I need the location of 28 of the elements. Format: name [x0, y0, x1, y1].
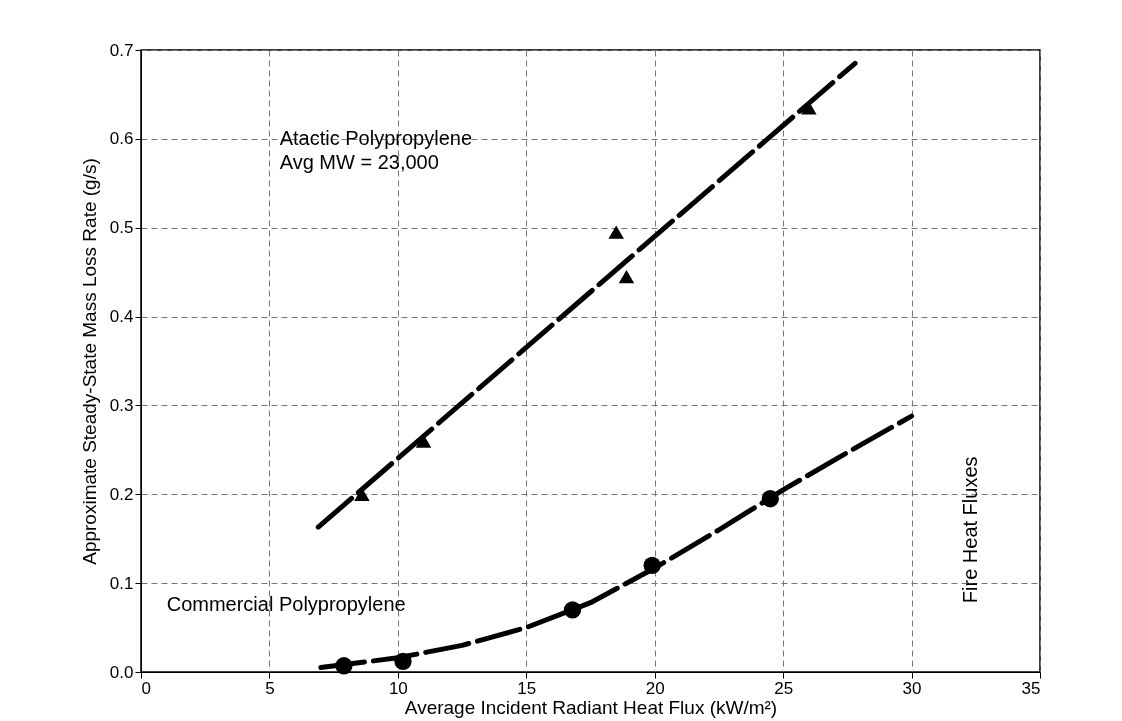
y-tick-label: 0.2 — [109, 484, 134, 504]
y-axis-title: Approximate Steady-State Mass Loss Rate (g/s) — [78, 158, 100, 565]
y-tick-label: 0.7 — [109, 40, 134, 60]
y-tick-label: 0.4 — [109, 307, 134, 327]
x-tick-label: 5 — [265, 678, 275, 698]
point — [618, 269, 635, 284]
x-tick-label: 10 — [388, 678, 408, 698]
x-tick-label: 20 — [645, 678, 665, 698]
annotation: Commercial Polypropylene — [166, 593, 406, 616]
point — [643, 556, 661, 575]
x-tick-label: 25 — [774, 678, 794, 698]
y-tick-label: 0.1 — [109, 573, 134, 593]
x-tick-label: 30 — [902, 678, 922, 698]
point — [563, 601, 582, 619]
x-tick-label: 35 — [1021, 678, 1041, 698]
y-tick-label: 0.3 — [109, 395, 134, 415]
y-tick-label: 0.5 — [109, 218, 134, 238]
point — [761, 490, 779, 508]
y-tick-label: 0.0 — [109, 662, 134, 682]
y-tick-label: 0.6 — [109, 129, 134, 149]
annotation: Fire Heat Fluxes — [958, 456, 981, 604]
x-tick-label: 0 — [141, 678, 151, 698]
point — [335, 657, 353, 675]
annotation: Atactic Polypropylene Avg MW = 23,000 — [279, 126, 473, 173]
point — [608, 225, 624, 239]
point — [394, 652, 412, 670]
x-axis-title: Average Incident Radiant Heat Flux (kW/m²) — [404, 696, 778, 718]
x-tick-label: 15 — [517, 678, 537, 698]
